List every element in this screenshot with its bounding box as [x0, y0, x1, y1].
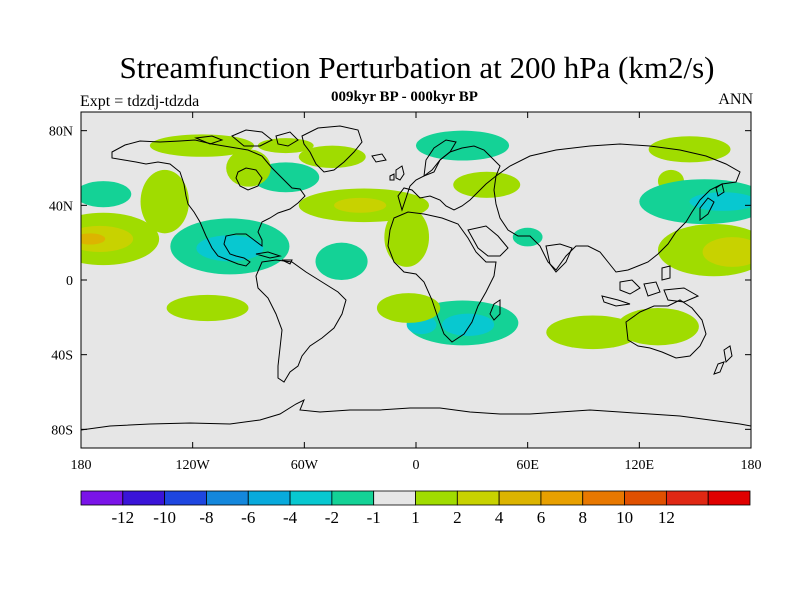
anomaly-region-24: [702, 237, 751, 267]
coast-iceland: [371, 153, 387, 163]
coast-europe: [397, 145, 501, 212]
lon-tick-label-6: 180: [741, 458, 762, 473]
anomaly-region-2: [298, 145, 366, 168]
anomaly-region-0: [149, 134, 255, 157]
colorbar-label-8: 2: [453, 508, 462, 527]
lon-tick-label-0: 180: [71, 458, 92, 473]
anomaly-region-25: [166, 294, 249, 322]
coast-japan: [699, 183, 725, 221]
lon-tick-label-3: 0: [413, 458, 420, 473]
coast-north-america: [111, 139, 306, 267]
coastlines: [81, 125, 751, 431]
anomaly-region-28: [376, 293, 441, 323]
lat-tick-label-2: 0: [66, 274, 73, 289]
colorbar-label-9: 4: [495, 508, 504, 527]
lat-tick-label-0: 80N: [49, 125, 73, 140]
lon-tick-label-4: 60E: [516, 458, 539, 473]
colorbar-swatch-6: [331, 490, 375, 506]
anomaly-region-18: [196, 235, 264, 262]
season-label: ANN: [718, 91, 753, 108]
colorbar-label-4: -4: [283, 508, 298, 527]
colorbar-swatch-9: [456, 490, 500, 506]
plot-subtitle: 009kyr BP - 000kyr BP: [331, 89, 478, 105]
anomaly-region-19: [315, 242, 368, 280]
coast-scandinavia: [423, 139, 457, 177]
anomaly-region-6: [648, 136, 731, 163]
lon-tick-label-2: 60W: [291, 458, 319, 473]
anomaly-region-16: [81, 233, 106, 245]
anomaly-region-9: [140, 169, 189, 234]
anomaly-region-22: [689, 192, 751, 211]
coast-new-zealand: [713, 345, 733, 375]
colorbar-label-13: 12: [658, 508, 675, 527]
colorbar-swatch-1: [122, 490, 166, 506]
colorbar-label-2: -8: [199, 508, 213, 527]
colorbar-label-12: 10: [616, 508, 633, 527]
lon-tick-label-1: 120W: [176, 458, 211, 473]
colorbar-label-7: 1: [411, 508, 420, 527]
colorbar-swatch-3: [206, 490, 249, 506]
colorbar-swatch-7: [373, 490, 416, 506]
coast-antarctica: [81, 398, 751, 431]
coast-arctic-islands: [194, 129, 299, 147]
anomaly-region-10: [81, 181, 132, 208]
plot-title: Streamfunction Perturbation at 200 hPa (…: [119, 50, 715, 85]
anomaly-region-5: [416, 130, 510, 161]
colorbar-swatch-14: [665, 490, 709, 506]
colorbar-label-5: -2: [325, 508, 339, 527]
colorbar-label-10: 6: [537, 508, 546, 527]
colorbar-swatch-4: [247, 490, 291, 506]
colorbar-label-1: -10: [153, 508, 176, 527]
coast-south-america: [255, 259, 347, 383]
colorbar-label-0: -12: [111, 508, 134, 527]
anomaly-region-30: [546, 315, 640, 350]
colorbar: -12 -10 -8 -6 -4 -2 -1 1 2 4 6 8 10 12: [80, 490, 751, 527]
coast-hudson-bay: [235, 167, 263, 191]
coast-madagascar: [489, 299, 501, 321]
axis-ticks: 180 120W 60W 0 60E 120E 180 80N 40N 0 40S 80S: [49, 112, 762, 473]
anomaly-region-29: [442, 313, 495, 336]
colorbar-label-3: -6: [241, 508, 255, 527]
coast-greenland: [301, 125, 363, 173]
colorbar-swatch-15: [707, 490, 751, 506]
coast-arabia: [467, 225, 509, 257]
anomaly-region-15: [81, 225, 134, 252]
colorbar-swatch-11: [540, 490, 584, 506]
colorbar-swatch-8: [415, 490, 458, 506]
coast-british-isles: [389, 165, 405, 181]
anomaly-region-12: [334, 197, 387, 213]
colorbar-swatch-13: [624, 490, 667, 506]
colorbar-label-6: -1: [367, 508, 381, 527]
colorbar-swatch-5: [289, 490, 333, 506]
lon-tick-label-5: 120E: [625, 458, 655, 473]
anomaly-region-8: [453, 171, 521, 198]
anomaly-region-31: [617, 308, 699, 346]
lat-tick-label-1: 40N: [49, 199, 73, 214]
colorbar-label-11: 8: [579, 508, 588, 527]
colorbar-swatch-0: [80, 490, 124, 506]
coast-australia: [625, 299, 707, 359]
colorbar-swatch-2: [164, 490, 207, 506]
colorbar-swatch-12: [582, 490, 625, 506]
coast-asia: [493, 143, 741, 273]
map-background: [81, 112, 751, 448]
coast-se-asia-islands: [601, 265, 700, 307]
lat-tick-label-4: 80S: [51, 423, 73, 438]
anomaly-region-13: [384, 207, 430, 267]
colorbar-swatch-10: [498, 490, 542, 506]
experiment-label: Expt = tdzdj-tdzda: [80, 93, 200, 110]
lat-tick-label-3: 40S: [51, 349, 73, 364]
coast-africa: [387, 211, 497, 343]
coast-india: [545, 243, 573, 273]
